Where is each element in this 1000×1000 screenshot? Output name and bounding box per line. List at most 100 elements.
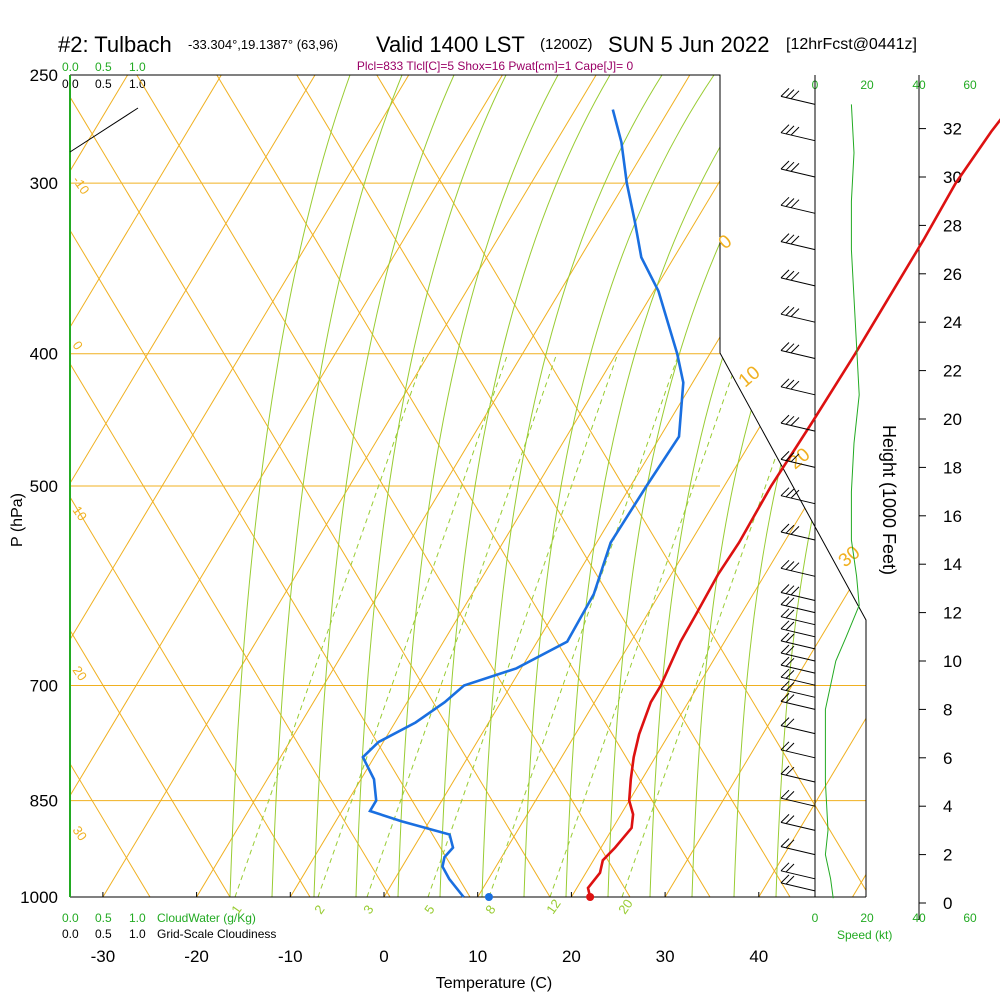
moist-adiabat-line	[271, 75, 403, 897]
x-tick-label: 20	[562, 947, 581, 966]
isotherm-line	[477, 75, 866, 897]
moist-adiabat-line	[313, 75, 455, 897]
wind-barb-shaft	[780, 882, 816, 892]
wind-barb-shaft	[780, 567, 816, 577]
wind-barb-feather	[780, 88, 790, 97]
mixing-ratio-line	[366, 352, 558, 897]
wind-barb-feather	[785, 597, 795, 607]
height-tick-label: 32	[943, 120, 962, 139]
wind-barb-feather	[785, 585, 795, 595]
wind-barb-shaft	[780, 652, 816, 662]
wind-barb-feather	[785, 766, 795, 776]
wind-barb-feather	[780, 838, 790, 847]
wind-barb	[780, 874, 816, 892]
wind-barb-shaft	[780, 350, 816, 359]
wind-barb	[780, 88, 816, 105]
wind-barb-feather	[785, 645, 795, 655]
wind-barb-shaft	[780, 616, 816, 626]
wind-barb-feather	[785, 633, 795, 643]
wind-barb-feather	[790, 271, 800, 281]
wind-barb-feather	[780, 717, 790, 726]
wind-barb-feather	[785, 89, 795, 98]
wind-barb-shaft	[780, 628, 816, 638]
wind-barb-feather	[785, 682, 795, 691]
x-tick-label: 30	[656, 947, 675, 966]
cloud-scale-bottom-black-2: 1.0	[129, 927, 146, 941]
wind-barb	[780, 523, 816, 541]
dry-adiabat-line	[70, 75, 231, 897]
wind-barb-feather	[780, 342, 790, 351]
wind-barb-feather	[780, 862, 790, 872]
moist-adiabat-line	[565, 75, 767, 897]
wind-barb	[780, 814, 816, 831]
mixing-ratio-label: 12	[543, 896, 564, 916]
wind-barb	[780, 342, 816, 359]
mixing-ratio-label: 5	[421, 902, 437, 917]
valid-time: Valid 1400 LST	[376, 32, 525, 57]
moist-adiabat-line	[397, 75, 559, 897]
wind-barb	[780, 160, 816, 178]
dewpoint-profile	[361, 109, 685, 898]
cloudwater-label: CloudWater (g/Kg)	[157, 911, 256, 925]
wind-barb-feather	[780, 874, 790, 884]
wind-barb-shaft	[780, 168, 816, 178]
dry-adiabat-label: 30	[835, 542, 865, 572]
wind-barb-shaft	[780, 676, 816, 686]
valid-zulu: (1200Z)	[540, 36, 593, 53]
height-tick-label: 14	[943, 555, 962, 574]
moist-adiabat-line	[481, 75, 663, 897]
profiles	[361, 109, 1000, 901]
wind-barb-shaft	[780, 531, 816, 541]
wind-barb-feather	[790, 199, 800, 209]
height-tick-label: 8	[943, 700, 952, 719]
height-tick-label: 12	[943, 604, 962, 623]
cloud-scale-top-1: 0.5	[95, 60, 112, 74]
wind-barb-feather	[780, 680, 790, 690]
wind-barb	[780, 789, 816, 807]
wind-barb	[780, 644, 816, 662]
wind-barb-feather	[780, 269, 790, 279]
forecast-info: [12hrFcst@0441z]	[786, 36, 917, 53]
wind-barb	[780, 608, 816, 626]
wind-barb	[780, 451, 816, 468]
dry-adiabat-line	[136, 75, 631, 897]
speed-tick-top-3: 60	[963, 78, 977, 92]
cloud-scale-top-black-1: 0.5	[95, 77, 112, 91]
wind-barb	[780, 862, 816, 880]
wind-barb-feather	[785, 415, 795, 425]
wind-barb-shaft	[780, 846, 816, 856]
params-line: Plcl=833 Tlcl[C]=5 Shox=16 Pwat[cm]=1 Ca…	[357, 59, 634, 73]
x-tick-label: -20	[184, 947, 209, 966]
wind-barb-shaft	[780, 797, 816, 807]
y-axis-title: P (hPa)	[9, 493, 26, 547]
wind-barb-feather	[785, 657, 795, 667]
station-title: #2: Tulbach	[58, 32, 172, 57]
surface-temperature-marker	[586, 893, 595, 901]
isotherm-line	[102, 75, 597, 897]
cloudiness-label: Grid-Scale Cloudiness	[157, 927, 276, 941]
wind-barb-feather	[780, 233, 790, 242]
wind-barb	[780, 196, 816, 214]
dry-adiabat-line	[70, 75, 391, 897]
wind-barb-shaft	[780, 773, 816, 783]
cloud-scale-bottom-0: 0.0	[62, 911, 79, 925]
wind-barb-feather	[780, 124, 790, 134]
wind-barb-feather	[780, 632, 790, 642]
wind-barb-shaft	[780, 870, 816, 880]
dry-adiabat-line	[70, 75, 311, 897]
wind-barb	[780, 838, 816, 856]
cloud-scale-bottom-black-1: 0.5	[95, 927, 112, 941]
wind-barb-feather	[785, 343, 795, 353]
grid-clip	[70, 75, 866, 897]
wind-barb-feather	[790, 235, 800, 245]
wind-barb-feather	[780, 668, 790, 678]
wind-barb-shaft	[780, 458, 816, 468]
wind-barb-shaft	[780, 422, 816, 432]
wind-barb-shaft	[780, 688, 816, 698]
wind-barb	[780, 305, 816, 323]
wind-barb	[780, 487, 816, 505]
wind-barb	[780, 233, 816, 251]
wind-barb-feather	[790, 562, 800, 572]
wind-barb-feather	[785, 815, 795, 824]
isotherm-line	[664, 75, 866, 897]
